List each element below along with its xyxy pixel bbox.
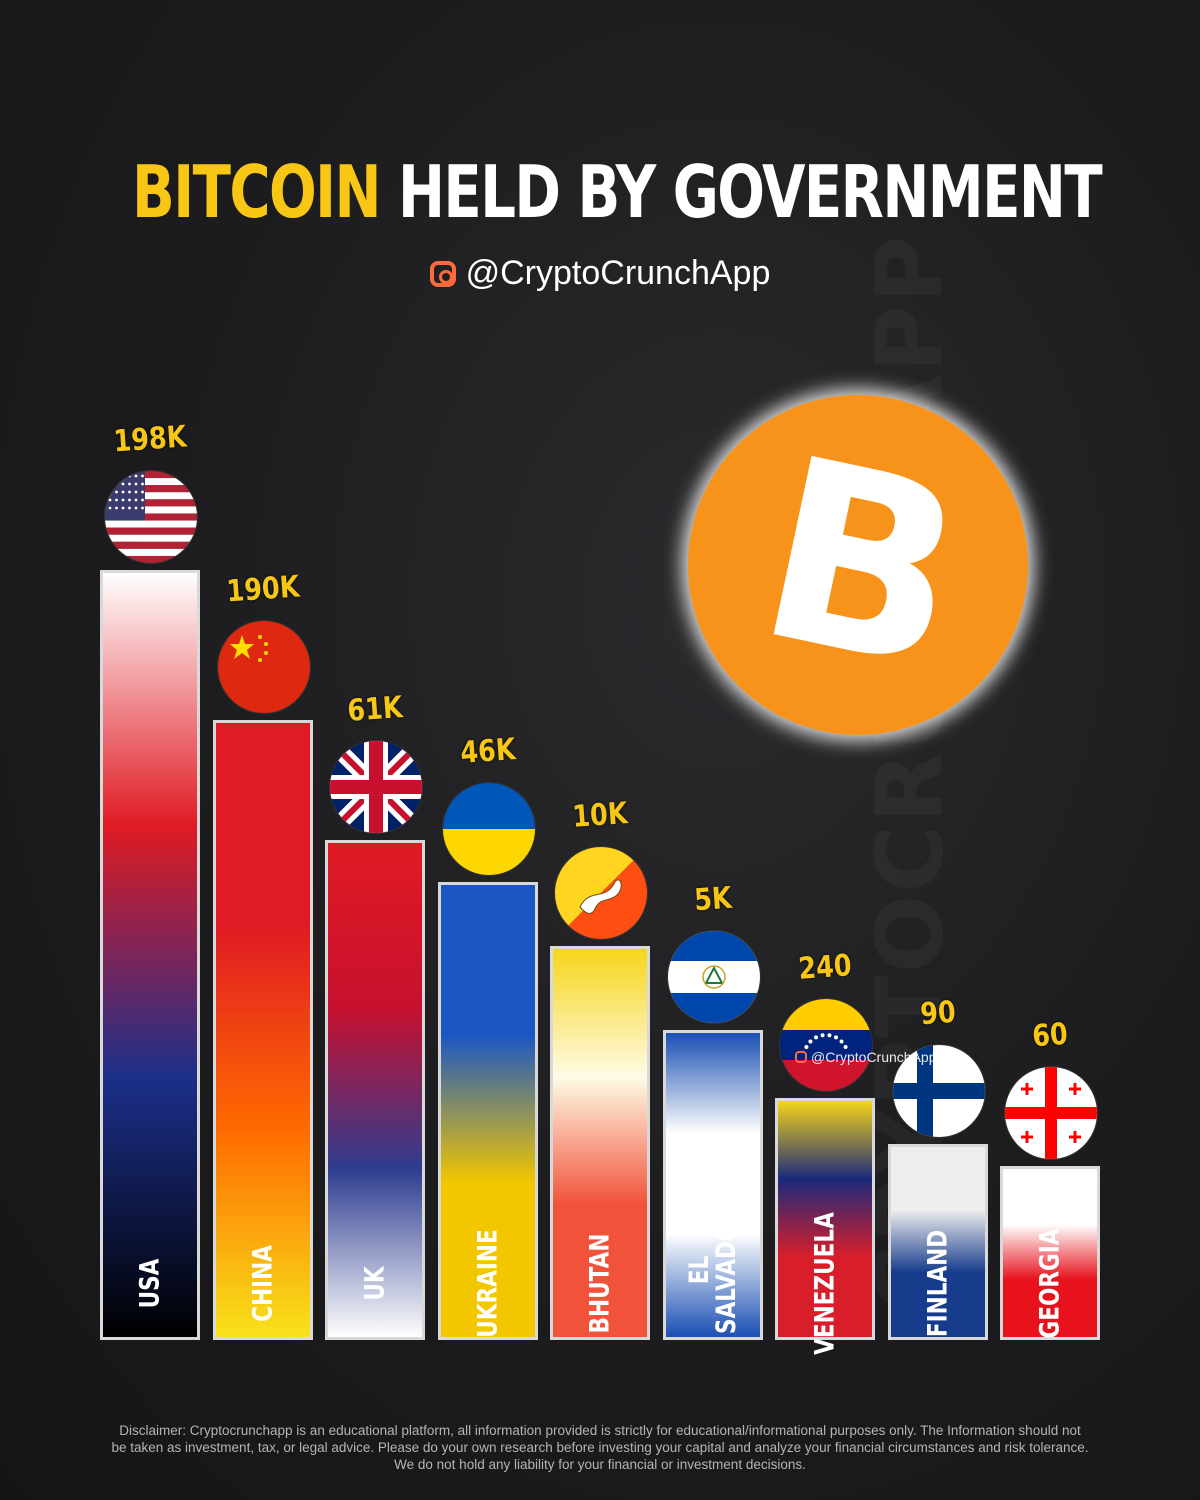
instagram-mini-icon: [795, 1051, 807, 1063]
china-flag-icon: [216, 620, 311, 714]
usa-flag-icon: [104, 470, 198, 564]
title-rest: HELD BY GOVERNMENT: [397, 150, 1103, 234]
value-label-china: 190K: [224, 569, 301, 610]
value-label-uk: 61K: [346, 690, 404, 729]
inline-watermark-text: @CryptoCrunchApp: [811, 1049, 937, 1065]
value-label-venezuela: 240: [797, 948, 853, 987]
bar-label-venezuela: VENEZUELA: [809, 1212, 841, 1355]
bar-label-el-salvador: EL SALVADOR: [683, 1206, 742, 1334]
bar-ukraine: UKRAINE: [437, 882, 538, 1340]
georgia-flag-icon: [1004, 1066, 1098, 1160]
bar-bhutan: BHUTAN: [550, 946, 650, 1340]
disclaimer-text: Disclaimer: Cryptocrunchapp is an educat…: [111, 1423, 1089, 1472]
bar-label-usa: USA: [134, 1258, 166, 1309]
bhutan-flag-icon: [554, 846, 648, 940]
bar-label-china: CHINA: [247, 1245, 278, 1322]
title-accent: BITCOIN: [132, 150, 382, 234]
uk-flag-icon: [329, 740, 423, 834]
bar-china: CHINA: [212, 720, 313, 1340]
value-label-bhutan: 10K: [571, 796, 629, 835]
bar-finland: FINLAND: [887, 1144, 988, 1340]
bar-georgia: GEORGIA: [1000, 1166, 1100, 1340]
bar-el-salvador: EL SALVADOR: [662, 1030, 763, 1340]
el-salvador-flag-icon: [666, 930, 761, 1024]
bar-label-uk: UK: [359, 1266, 391, 1301]
bar-venezuela: VENEZUELA: [775, 1098, 875, 1355]
social-handle: @CryptoCrunchApp: [0, 254, 1200, 293]
instagram-icon: [429, 260, 456, 287]
finland-flag-icon: [891, 1044, 986, 1138]
bar-usa: USA: [100, 570, 200, 1340]
ukraine-flag-icon: [441, 782, 536, 876]
venezuela-flag-icon: [779, 998, 873, 1092]
bar-label-finland: FINLAND: [922, 1229, 953, 1338]
value-label-georgia: 60: [1031, 1016, 1069, 1055]
handle-text: @CryptoCrunchApp: [465, 254, 771, 292]
bar-uk: UK: [325, 840, 425, 1340]
value-label-finland: 90: [918, 994, 957, 1033]
inline-watermark: @CryptoCrunchApp: [795, 1049, 937, 1065]
page-title: BITCOIN HELD BY GOVERNMENT: [132, 150, 1103, 234]
value-label-el-salvador: 5K: [692, 880, 733, 919]
value-label-usa: 198K: [112, 419, 188, 460]
value-label-ukraine: 46K: [458, 732, 517, 771]
bitcoin-coin-icon: B: [688, 395, 1028, 735]
bar-label-georgia: GEORGIA: [1034, 1228, 1066, 1339]
bar-label-bhutan: BHUTAN: [584, 1233, 616, 1334]
bar-label-ukraine: UKRAINE: [472, 1229, 503, 1338]
